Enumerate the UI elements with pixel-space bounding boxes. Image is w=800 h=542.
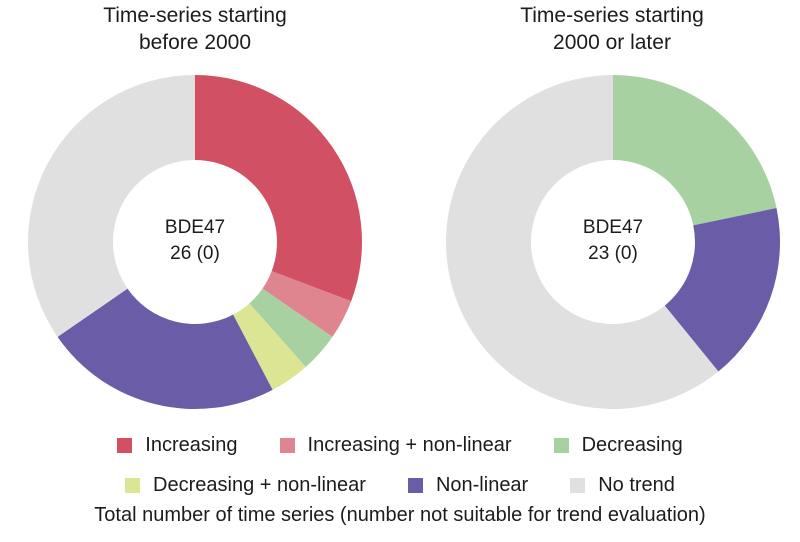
donut-slice-increasing [195,75,363,302]
chart-title-line: 2000 or later [553,31,671,54]
donut-chart-before-2000 [27,75,363,410]
legend-swatch-decreasing [553,438,569,453]
donut-center-label: BDE47 26 (0) [25,215,365,267]
chart-title-line: before 2000 [138,31,252,54]
legend-swatch-increasing-non-linear [279,438,295,453]
legend-swatch-non-linear [407,478,423,493]
compound-name: BDE47 [164,217,226,238]
compound-name: BDE47 [582,217,644,238]
legend-swatch-decreasing-non-linear [125,478,141,493]
legend-swatch-increasing [117,438,133,453]
legend-item-increasing-non-linear: Increasing + non-linear [279,434,512,457]
legend-label: No trend [598,474,675,496]
donut-slice-non-linear [57,288,273,410]
legend-label: Increasing + non-linear [307,434,512,456]
chart-title-before-2000: Time-series starting before 2000 [15,2,375,56]
donut-slice-decreasing [613,75,777,226]
series-count: 23 (0) [588,243,638,264]
donut-chart-2000-or-later [445,75,781,409]
donut-slice-no-trend [445,75,719,409]
chart-title-line: Time-series starting [103,4,287,27]
legend-label: Decreasing + non-linear [153,474,366,496]
donut-center-label: BDE47 23 (0) [443,215,783,267]
legend-item-decreasing-non-linear: Decreasing + non-linear [125,474,366,497]
series-count: 26 (0) [170,243,220,264]
donut-slice-no-trend [27,75,195,337]
legend-item-non-linear: Non-linear [407,474,529,497]
donut-slice-decreasing-non-linear [233,303,306,390]
legend-row: Increasing Increasing + non-linear Decreas… [0,434,800,457]
donut-slice-increasing-non-linear [262,271,352,337]
figure-caption: Total number of time series (number not … [94,504,706,526]
legend-swatch-no-trend [570,478,586,493]
chart-title-2000-or-later: Time-series starting 2000 or later [432,2,792,56]
legend-row: Decreasing + non-linear Non-linear No tren… [0,474,800,497]
legend-label: Increasing [145,434,238,456]
legend-label: Decreasing [581,434,683,456]
donut-slice-decreasing [249,288,333,367]
legend-item-no-trend: No trend [570,474,675,497]
legend-label: Non-linear [435,474,529,496]
donut-slice-non-linear [664,208,781,372]
legend-item-increasing: Increasing [117,434,238,457]
legend-item-decreasing: Decreasing [553,434,683,457]
chart-title-line: Time-series starting [520,4,704,27]
